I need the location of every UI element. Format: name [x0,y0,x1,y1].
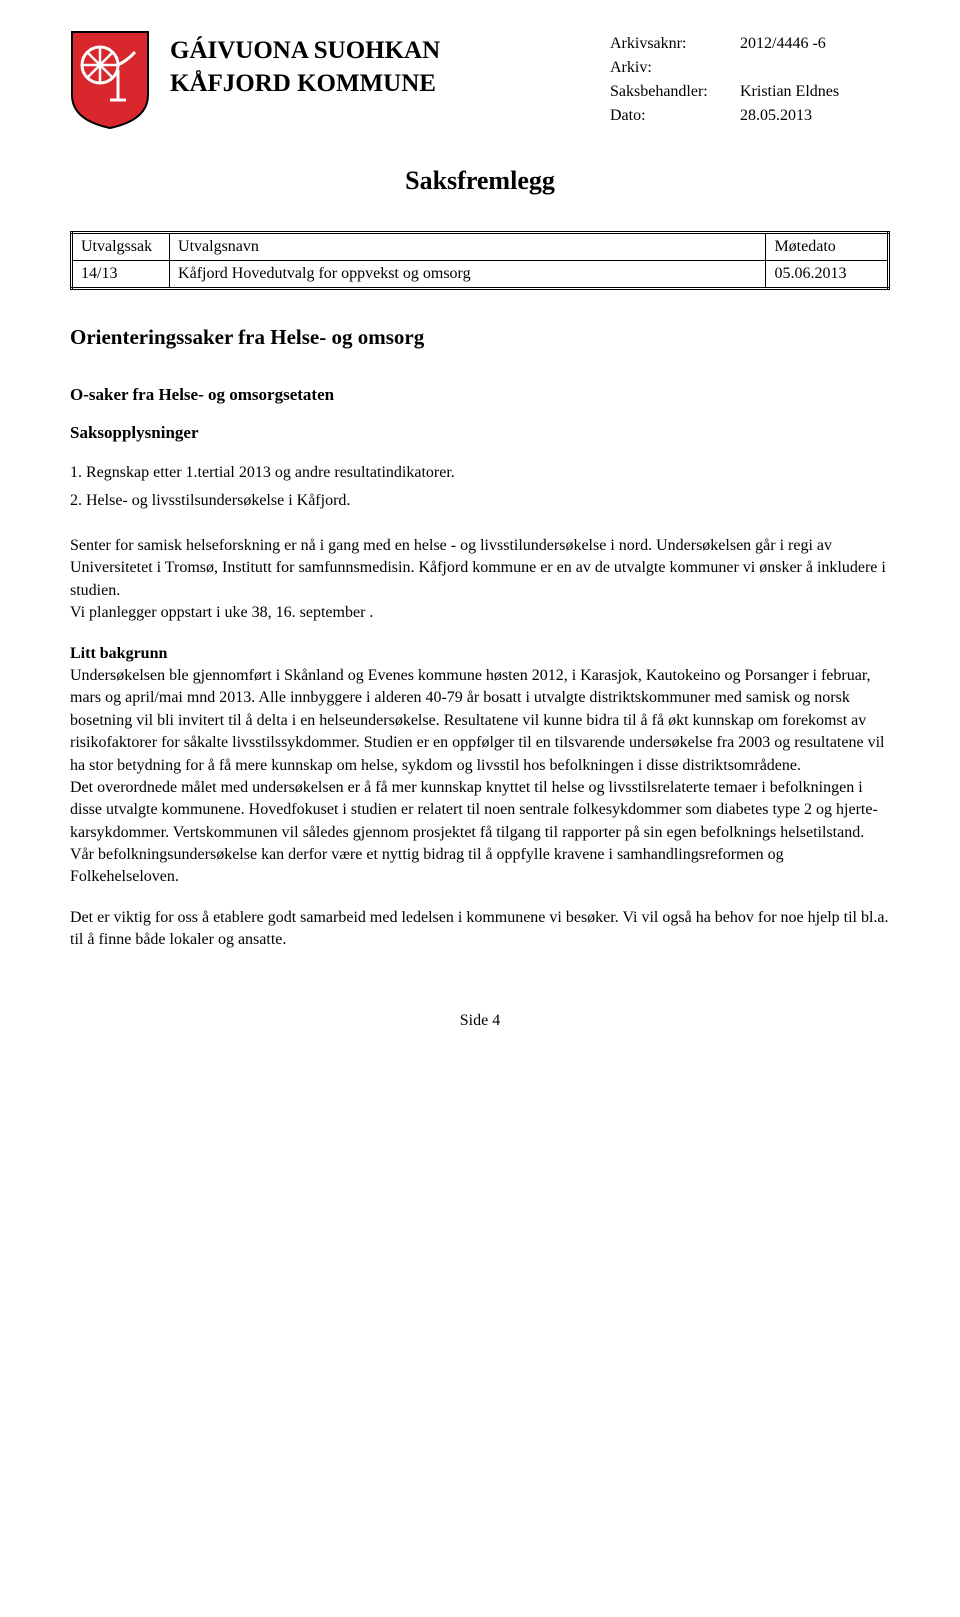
saksopplysninger-heading: Saksopplysninger [70,423,890,443]
paragraph-text: Vi planlegger oppstart i uke 38, 16. sep… [70,604,373,621]
paragraph: Det er viktig for oss å etablere godt sa… [70,907,890,952]
meta-info: Arkivsaknr: 2012/4446 -6 Arkiv: Saksbeha… [610,30,890,131]
list-item: 1. Regnskap etter 1.tertial 2013 og andr… [70,461,890,485]
arkiv-label: Arkiv: [610,59,740,77]
table-cell-utvalgsnavn: Kåfjord Hovedutvalg for oppvekst og omso… [170,261,766,289]
saksbehandler-value: Kristian Eldnes [740,83,890,101]
paragraph-text: Senter for samisk helseforskning er nå i… [70,537,886,599]
page-footer: Side 4 [70,1012,890,1030]
utvalg-table: Utvalgssak Utvalgsnavn Møtedato 14/13 Kå… [70,231,890,290]
table-cell-motedato: 05.06.2013 [766,261,889,289]
arkivsaknr-value: 2012/4446 -6 [740,35,890,53]
arkiv-value [740,59,890,77]
arkivsaknr-label: Arkivsaknr: [610,35,740,53]
paragraph: Senter for samisk helseforskning er nå i… [70,535,890,625]
dato-value: 28.05.2013 [740,107,890,125]
table-header-row: Utvalgssak Utvalgsnavn Møtedato [72,233,889,261]
paragraph: Litt bakgrunn Undersøkelsen ble gjennomf… [70,643,890,889]
municipality-logo [70,30,150,130]
table-header-motedato: Møtedato [766,233,889,261]
section-heading: Orienteringssaker fra Helse- og omsorg [70,325,890,350]
paragraph-text: Undersøkelsen ble gjennomført i Skånland… [70,667,884,774]
table-header-utvalgsnavn: Utvalgsnavn [170,233,766,261]
table-header-utvalgssak: Utvalgssak [72,233,170,261]
table-cell-utvalgssak: 14/13 [72,261,170,289]
numbered-list: 1. Regnskap etter 1.tertial 2013 og andr… [70,461,890,513]
subsection-heading: O-saker fra Helse- og omsorgsetaten [70,385,890,405]
saksbehandler-label: Saksbehandler: [610,83,740,101]
list-item: 2. Helse- og livsstilsundersøkelse i Kåf… [70,489,890,513]
paragraph-text: Det overordnede målet med undersøkelsen … [70,779,878,886]
document-title: Saksfremlegg [70,166,890,196]
org-name-line1: GÁIVUONA SUOHKAN [170,35,610,68]
litt-bakgrunn-heading: Litt bakgrunn [70,645,167,662]
dato-label: Dato: [610,107,740,125]
table-row: 14/13 Kåfjord Hovedutvalg for oppvekst o… [72,261,889,289]
org-name-line2: KÅFJORD KOMMUNE [170,68,610,101]
